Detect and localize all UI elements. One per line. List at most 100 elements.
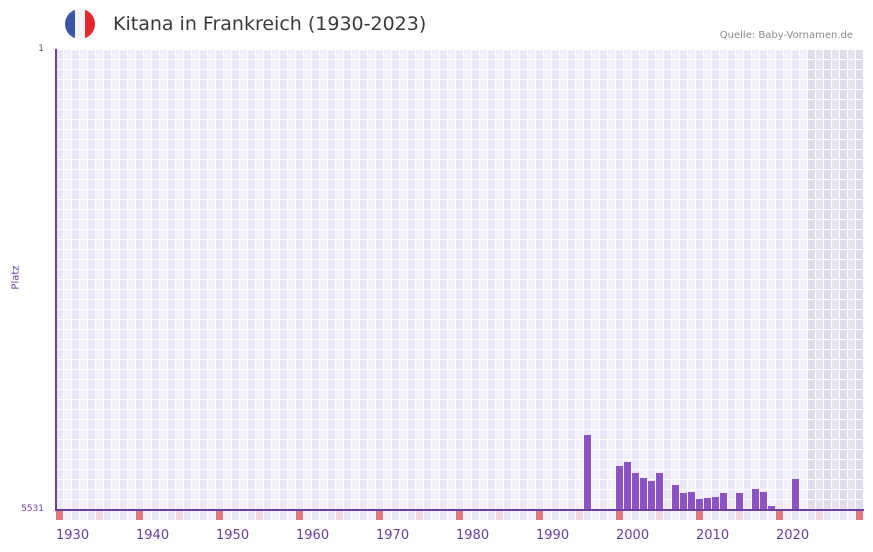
grid-cell [800, 90, 807, 99]
bar-2001[interactable] [624, 462, 631, 510]
grid-cell [520, 290, 527, 299]
grid-cell [128, 270, 135, 279]
grid-cell [288, 470, 295, 479]
grid-cell [832, 480, 839, 489]
grid-cell [648, 440, 655, 449]
grid-cell [136, 120, 143, 129]
grid-cell [784, 260, 791, 269]
grid-cell [696, 450, 703, 459]
grid-cell [352, 370, 359, 379]
grid-cell [656, 70, 663, 79]
grid-cell [552, 60, 559, 69]
grid-cell [792, 390, 799, 399]
grid-cell [464, 350, 471, 359]
grid-cell [312, 50, 319, 59]
grid-cell [560, 290, 567, 299]
bar-1996[interactable] [584, 434, 591, 510]
grid-cell [768, 250, 775, 259]
grid-cell [312, 390, 319, 399]
grid-cell [160, 140, 167, 149]
grid-cell [768, 90, 775, 99]
grid-cell [672, 440, 679, 449]
bar-2002[interactable] [632, 472, 639, 510]
grid-cell [776, 150, 783, 159]
grid-cell [832, 450, 839, 459]
grid-cell [592, 500, 599, 509]
grid-cell [104, 340, 111, 349]
grid-cell [568, 320, 575, 329]
grid-cell [568, 390, 575, 399]
grid-cell [640, 210, 647, 219]
bar-2000[interactable] [616, 465, 623, 510]
grid-cell [656, 90, 663, 99]
grid-cell [544, 420, 551, 429]
grid-cell [128, 250, 135, 259]
grid-cell [248, 220, 255, 229]
grid-cell [752, 400, 759, 409]
grid-cell [752, 220, 759, 229]
grid-cell [288, 120, 295, 129]
grid-cell [408, 200, 415, 209]
grid-cell [816, 50, 823, 59]
grid-cell [832, 390, 839, 399]
grid-cell [816, 350, 823, 359]
bar-2019[interactable] [768, 506, 775, 510]
grid-cell [144, 280, 151, 289]
grid-cell [96, 250, 103, 259]
grid-cell [568, 160, 575, 169]
grid-cell [832, 460, 839, 469]
grid-cell [104, 380, 111, 389]
grid-cell [488, 440, 495, 449]
grid-cell [664, 130, 671, 139]
grid-cell [240, 450, 247, 459]
grid-cell [720, 80, 727, 89]
bar-2010[interactable] [696, 499, 703, 510]
grid-cell [528, 430, 535, 439]
bar-2012[interactable] [712, 497, 719, 510]
grid-cell [72, 300, 79, 309]
bar-2015[interactable] [736, 493, 743, 510]
grid-cell [224, 420, 231, 429]
grid-cell [72, 140, 79, 149]
grid-cell [752, 60, 759, 69]
grid-cell [808, 470, 815, 479]
grid-cell [304, 70, 311, 79]
grid-cell [752, 50, 759, 59]
bar-2011[interactable] [704, 498, 711, 510]
grid-cell [680, 420, 687, 429]
bar-2004[interactable] [648, 480, 655, 510]
x-tick-1980: 1980 [456, 528, 490, 543]
bar-2007[interactable] [672, 484, 679, 510]
bar-2003[interactable] [640, 477, 647, 510]
grid-cell [688, 100, 695, 109]
grid-cell [776, 450, 783, 459]
grid-cell [488, 240, 495, 249]
grid-cell [232, 390, 239, 399]
bar-2008[interactable] [680, 493, 687, 510]
grid-cell [176, 210, 183, 219]
bar-2013[interactable] [720, 493, 727, 510]
grid-cell [784, 410, 791, 419]
grid-cell [64, 180, 71, 189]
grid-cell [432, 370, 439, 379]
grid-cell [624, 90, 631, 99]
grid-cell [304, 180, 311, 189]
bar-2018[interactable] [760, 492, 767, 510]
grid-cell [832, 320, 839, 329]
grid-cell [136, 290, 143, 299]
bar-2017[interactable] [752, 489, 759, 510]
grid-cell [840, 370, 847, 379]
grid-cell [440, 490, 447, 499]
bar-2009[interactable] [688, 492, 695, 510]
grid-cell [368, 410, 375, 419]
grid-cell [800, 300, 807, 309]
bar-2022[interactable] [792, 478, 799, 510]
bar-2005[interactable] [656, 472, 663, 510]
grid-cell [200, 350, 207, 359]
grid-cell [384, 270, 391, 279]
grid-cell [336, 80, 343, 89]
grid-cell [448, 460, 455, 469]
grid-cell [328, 120, 335, 129]
grid-cell [216, 230, 223, 239]
grid-cell [528, 160, 535, 169]
